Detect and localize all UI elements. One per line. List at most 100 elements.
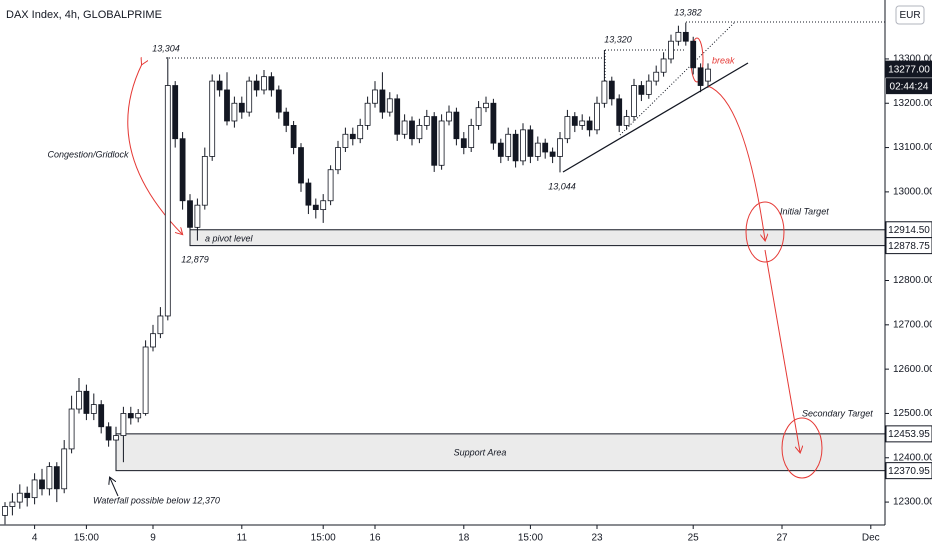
candle-body bbox=[527, 129, 534, 157]
candle-body bbox=[705, 68, 711, 82]
candle-body bbox=[179, 138, 186, 202]
candle-body bbox=[46, 466, 53, 490]
annotation: 13,382 bbox=[674, 7, 702, 17]
candle-body bbox=[16, 492, 23, 503]
candle-body bbox=[105, 426, 112, 441]
candle-body bbox=[660, 58, 667, 73]
x-tick-label: 15:00 bbox=[311, 533, 336, 544]
candle-body bbox=[187, 200, 193, 228]
candle-body bbox=[579, 120, 586, 126]
red-circle bbox=[781, 417, 823, 479]
pivot-zone bbox=[189, 229, 886, 247]
annotation: Secondary Target bbox=[802, 408, 873, 418]
candle-body bbox=[142, 346, 149, 414]
candle-body bbox=[312, 204, 319, 211]
candle-body bbox=[253, 80, 260, 91]
price-label-box bbox=[885, 425, 932, 443]
candle-body bbox=[53, 466, 60, 490]
candle-body bbox=[394, 98, 401, 135]
x-tick-label: 27 bbox=[776, 533, 788, 544]
candle-body bbox=[268, 76, 275, 91]
annotation: 12,879 bbox=[181, 254, 209, 264]
candle-body bbox=[261, 76, 267, 91]
red-arrow bbox=[127, 64, 182, 234]
y-tick-label: 12800.00 bbox=[893, 275, 932, 286]
candle-body bbox=[349, 133, 356, 140]
currency-box[interactable] bbox=[895, 5, 925, 25]
currency[interactable]: EUR bbox=[899, 10, 920, 21]
candle-body bbox=[438, 120, 445, 166]
candle-body bbox=[290, 125, 297, 148]
candle-body bbox=[594, 102, 600, 131]
x-tick-label: 18 bbox=[458, 533, 470, 544]
y-tick-label: 13100.00 bbox=[893, 142, 932, 153]
price-label-box bbox=[885, 462, 932, 480]
candle-body bbox=[342, 133, 349, 148]
candle-body bbox=[520, 129, 526, 162]
candle-body bbox=[246, 80, 253, 113]
candle-body bbox=[460, 138, 467, 148]
red-arrow bbox=[707, 85, 765, 240]
candle-body bbox=[305, 182, 312, 206]
candle-body bbox=[675, 31, 682, 42]
price-label: 12453.95 bbox=[888, 429, 930, 440]
red-arrow bbox=[764, 249, 800, 452]
candle-body bbox=[446, 111, 452, 122]
countdown-box bbox=[886, 78, 932, 95]
candle-body bbox=[601, 80, 608, 104]
candle-body bbox=[216, 80, 223, 91]
candle-body bbox=[379, 89, 386, 113]
candle-body bbox=[512, 133, 519, 162]
candle-body bbox=[697, 67, 704, 86]
candle-body bbox=[453, 111, 460, 140]
support-zone bbox=[115, 433, 886, 472]
candle-body bbox=[61, 448, 68, 490]
candle-body bbox=[668, 40, 674, 60]
candle-body bbox=[164, 85, 171, 317]
annotation: 13,304 bbox=[152, 43, 180, 53]
candle-body bbox=[31, 479, 38, 499]
candle-body bbox=[653, 71, 660, 82]
candle-body bbox=[150, 333, 156, 348]
y-tick-label: 12600.00 bbox=[893, 364, 932, 375]
price-label: 12914.50 bbox=[888, 225, 930, 236]
candle-body bbox=[127, 413, 134, 419]
candle-body bbox=[386, 98, 393, 113]
red-circle bbox=[745, 201, 785, 263]
candle-body bbox=[505, 133, 512, 157]
price-label-box bbox=[885, 237, 932, 255]
candle-body bbox=[586, 120, 593, 131]
trendline bbox=[562, 62, 749, 173]
annotation: Support Area bbox=[454, 447, 507, 457]
y-tick-label: 12500.00 bbox=[893, 408, 932, 419]
candle-body bbox=[401, 120, 408, 135]
annotation: 13,044 bbox=[548, 181, 576, 191]
candle-body bbox=[616, 98, 623, 126]
candle-body bbox=[135, 413, 142, 419]
candle-body bbox=[201, 156, 208, 206]
price-label-box bbox=[885, 60, 932, 78]
candle-body bbox=[90, 404, 97, 414]
price-label: 12878.75 bbox=[888, 241, 930, 252]
candle-body bbox=[475, 107, 482, 126]
candle-body bbox=[690, 40, 697, 69]
price-label: 12370.95 bbox=[888, 466, 930, 477]
candle-body bbox=[497, 142, 504, 157]
candle-body bbox=[24, 492, 31, 499]
annotation: break bbox=[712, 55, 735, 65]
candle-body bbox=[468, 125, 475, 148]
x-tick-label: 16 bbox=[369, 533, 381, 544]
candle-body bbox=[194, 204, 201, 228]
candle-body bbox=[357, 125, 364, 140]
x-tick-label: 9 bbox=[150, 533, 156, 544]
candle-body bbox=[39, 479, 45, 490]
candle-body bbox=[571, 116, 578, 126]
countdown: 02:44:24 bbox=[890, 81, 929, 92]
annotation: Waterfall possible below 12,370 bbox=[93, 495, 220, 505]
candle-body bbox=[416, 125, 423, 140]
candle-body bbox=[76, 390, 82, 410]
candle-body bbox=[298, 147, 304, 184]
candle-body bbox=[542, 142, 549, 153]
candle-body bbox=[623, 116, 630, 126]
annotation: Initial Target bbox=[780, 206, 829, 216]
